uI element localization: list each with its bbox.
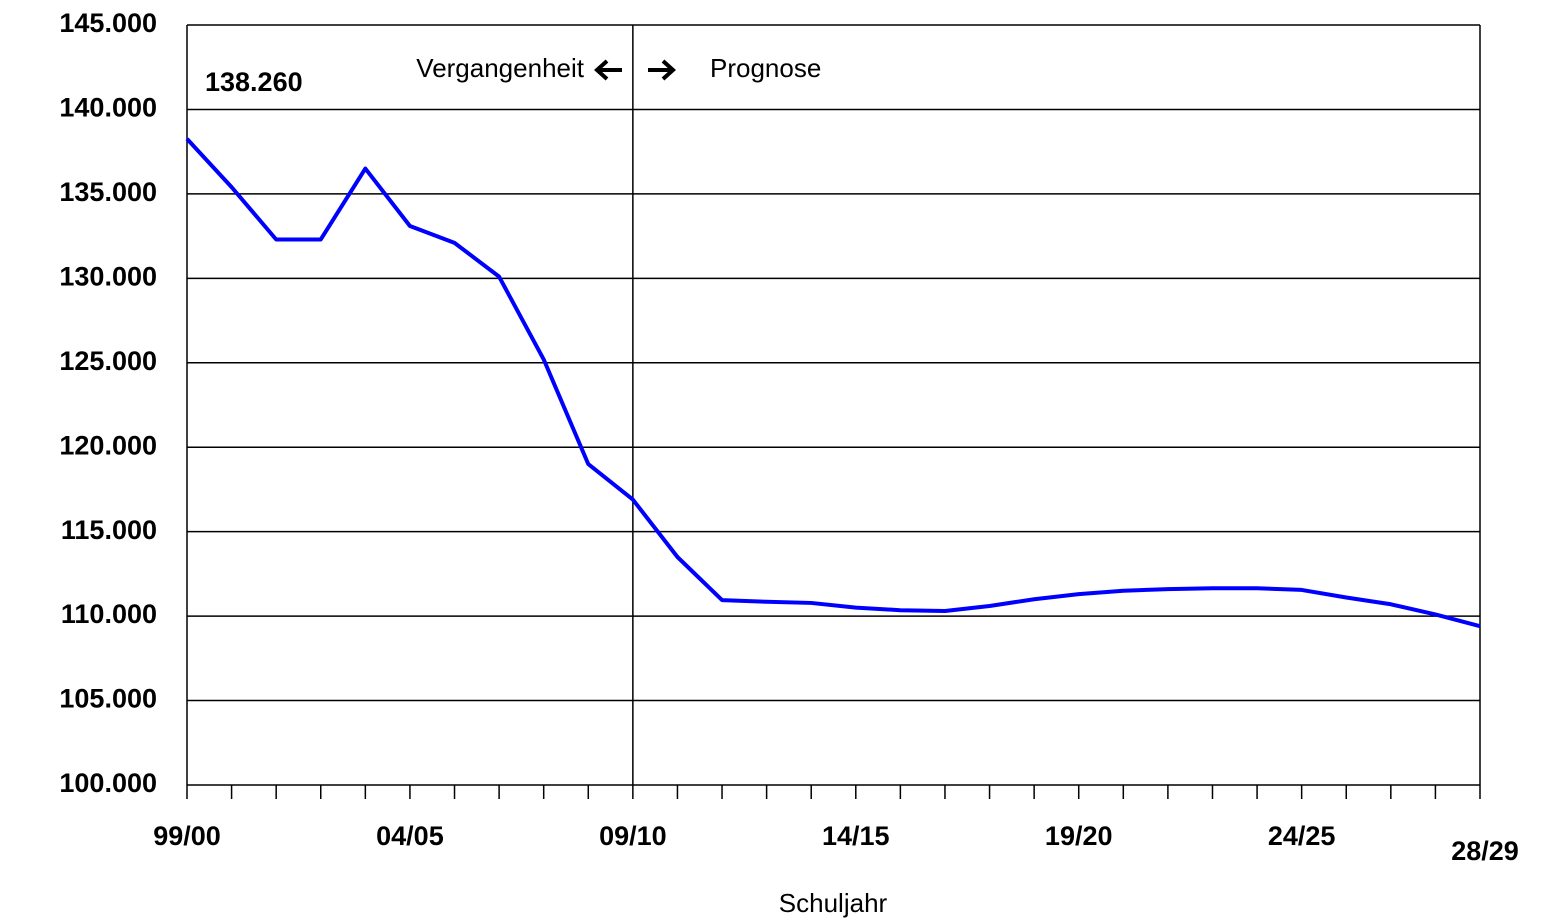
y-tick-label: 110.000 xyxy=(61,599,157,629)
y-tick-label: 100.000 xyxy=(59,768,157,798)
y-tick-label: 105.000 xyxy=(59,684,157,714)
annotation: Vergangenheit xyxy=(416,53,584,83)
y-tick-label: 140.000 xyxy=(59,93,157,123)
x-tick-label: 04/05 xyxy=(376,821,444,851)
y-tick-label: 125.000 xyxy=(59,346,157,376)
line-series xyxy=(185,137,1481,629)
data-label: 138.260 xyxy=(205,67,303,97)
x-tick-label: 28/29 xyxy=(1451,836,1519,866)
x-tick-label: 09/10 xyxy=(599,821,667,851)
x-tick-label: 24/25 xyxy=(1268,821,1336,851)
arrow-left xyxy=(594,59,622,81)
y-tick-label: 115.000 xyxy=(61,515,157,545)
y-tick-label: 120.000 xyxy=(59,430,157,460)
x-tick-label: 19/20 xyxy=(1045,821,1113,851)
arrow-right xyxy=(648,59,676,81)
x-tick-label: 14/15 xyxy=(822,821,890,851)
x-axis-label: Schuljahr xyxy=(779,888,888,918)
x-tick-label: 99/00 xyxy=(153,821,221,851)
y-tick-label: 145.000 xyxy=(59,8,157,38)
y-tick-label: 130.000 xyxy=(59,261,157,291)
y-tick-label: 135.000 xyxy=(59,177,157,207)
annotation: Prognose xyxy=(710,53,821,83)
